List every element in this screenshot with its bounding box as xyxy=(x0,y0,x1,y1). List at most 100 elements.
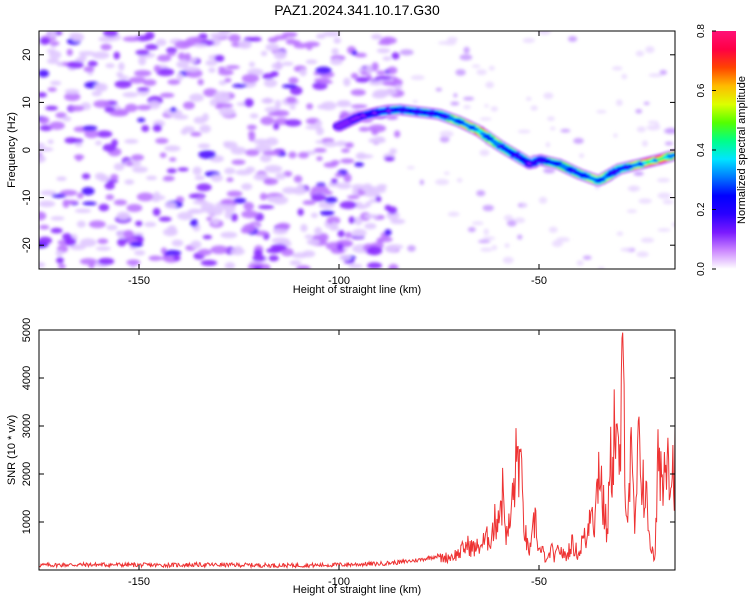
noise-mark xyxy=(443,171,450,175)
noise-mark xyxy=(167,225,177,235)
noise-mark xyxy=(361,185,374,193)
noise-mark xyxy=(270,243,287,252)
noise-mark xyxy=(56,176,67,181)
noise-mark xyxy=(313,148,327,153)
noise-mark xyxy=(190,240,202,249)
noise-mark xyxy=(176,73,184,81)
noise-mark xyxy=(576,260,584,266)
noise-mark xyxy=(69,244,86,251)
noise-mark xyxy=(144,221,157,228)
noise-mark xyxy=(302,250,316,258)
noise-mark xyxy=(347,195,360,200)
noise-mark xyxy=(218,107,236,117)
noise-mark xyxy=(621,73,628,80)
noise-mark xyxy=(136,87,150,92)
noise-mark xyxy=(249,36,262,42)
noise-mark xyxy=(662,199,674,205)
noise-mark xyxy=(56,256,64,264)
noise-mark xyxy=(435,178,450,186)
noise-mark xyxy=(113,51,120,60)
noise-mark xyxy=(71,32,85,42)
noise-mark xyxy=(134,69,152,77)
noise-mark xyxy=(71,138,84,143)
noise-mark xyxy=(271,62,284,70)
noise-mark xyxy=(262,150,281,156)
noise-mark xyxy=(126,161,134,166)
noise-mark xyxy=(95,140,102,146)
noise-mark xyxy=(84,129,99,139)
noise-mark xyxy=(548,226,558,233)
noise-mark xyxy=(243,223,256,233)
noise-mark xyxy=(123,230,135,239)
noise-mark xyxy=(241,210,259,219)
noise-mark xyxy=(538,196,548,204)
noise-mark xyxy=(214,54,225,62)
snr-y-tick-label: 5000 xyxy=(21,318,33,342)
noise-mark xyxy=(343,77,351,87)
noise-mark xyxy=(293,42,308,49)
noise-mark xyxy=(138,56,147,66)
noise-mark xyxy=(56,62,64,67)
snr-y-tick-label: 4000 xyxy=(21,366,33,390)
spectrogram-x-tick-label: -100 xyxy=(328,275,350,287)
noise-mark xyxy=(55,250,64,257)
noise-mark xyxy=(288,77,299,84)
noise-mark xyxy=(671,222,675,227)
noise-mark xyxy=(376,70,387,75)
noise-mark xyxy=(118,62,125,71)
noise-mark xyxy=(384,244,399,253)
spectrogram-y-tick-label: 10 xyxy=(21,96,33,108)
spectrogram-y-tick-label: 20 xyxy=(21,49,33,61)
noise-mark xyxy=(289,260,302,266)
snr-chart: -150 -100 -50 1000 2000 3000 4000 5000 Height o… xyxy=(6,318,676,596)
noise-mark xyxy=(340,158,355,164)
noise-mark xyxy=(225,65,240,70)
noise-mark xyxy=(281,61,294,66)
noise-mark xyxy=(48,31,57,38)
noise-mark xyxy=(82,125,98,131)
noise-mark xyxy=(47,87,57,92)
noise-mark xyxy=(110,174,119,181)
noise-mark xyxy=(105,63,115,69)
spectrogram-x-tick-label: -150 xyxy=(128,275,150,287)
noise-mark xyxy=(664,127,675,135)
noise-mark xyxy=(167,52,176,57)
signal-mark xyxy=(598,177,605,181)
noise-mark xyxy=(478,239,491,244)
signal-mark xyxy=(483,134,490,138)
noise-mark xyxy=(159,92,175,98)
noise-mark xyxy=(521,202,526,208)
noise-mark xyxy=(482,204,494,212)
noise-mark xyxy=(364,222,377,230)
noise-mark xyxy=(642,140,648,147)
noise-mark xyxy=(275,172,286,180)
signal-mark xyxy=(505,149,512,153)
noise-mark xyxy=(513,217,526,224)
noise-mark xyxy=(79,258,98,265)
noise-mark xyxy=(210,174,223,182)
noise-mark xyxy=(316,33,326,39)
noise-blobs xyxy=(39,31,675,269)
noise-mark xyxy=(64,92,81,102)
signal-mark xyxy=(487,137,494,141)
noise-mark xyxy=(222,141,232,147)
noise-mark xyxy=(471,221,484,226)
noise-mark xyxy=(337,230,345,238)
noise-mark xyxy=(636,251,649,258)
noise-mark xyxy=(177,52,186,61)
noise-mark xyxy=(196,183,212,192)
noise-mark xyxy=(93,100,111,108)
noise-mark xyxy=(230,213,238,222)
noise-mark xyxy=(517,129,531,134)
noise-mark xyxy=(344,142,354,149)
noise-mark xyxy=(384,156,395,162)
noise-mark xyxy=(224,78,232,83)
noise-mark xyxy=(114,80,132,89)
noise-mark xyxy=(274,99,282,109)
noise-mark xyxy=(39,224,50,230)
noise-mark xyxy=(253,173,270,181)
noise-mark xyxy=(471,64,481,68)
signal-mark xyxy=(490,139,497,144)
noise-mark xyxy=(156,68,175,77)
noise-mark xyxy=(151,196,161,202)
